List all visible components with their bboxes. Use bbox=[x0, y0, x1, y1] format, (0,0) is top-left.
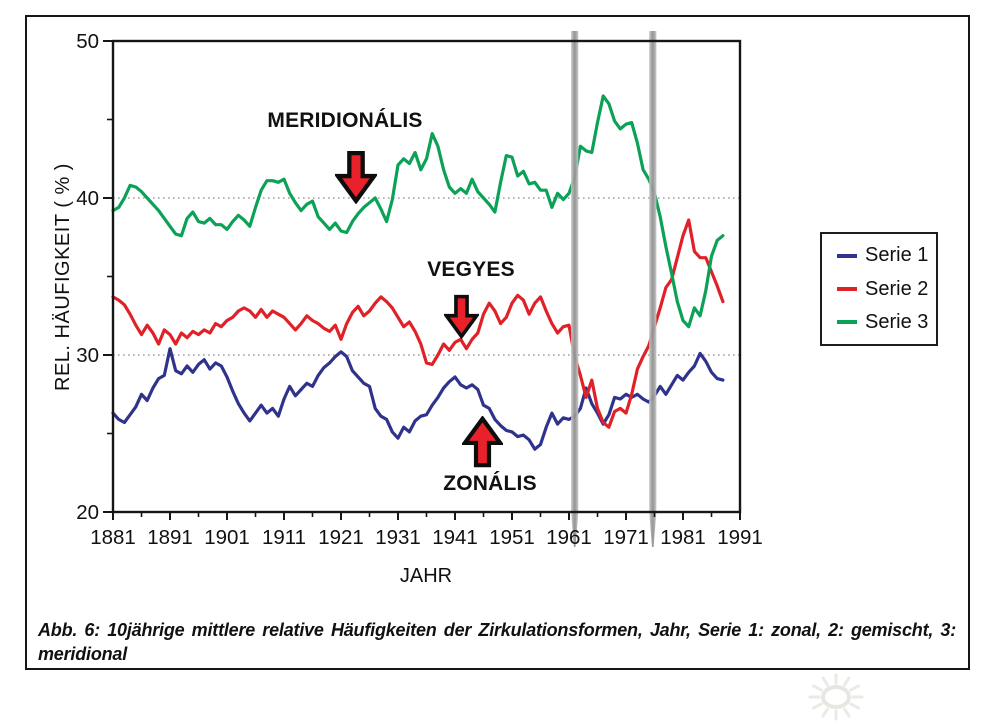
annotation-zonalis-label: ZONÁLIS bbox=[443, 472, 537, 495]
zonalis-up-arrow-icon bbox=[462, 416, 503, 468]
x-axis-title: JAHR bbox=[399, 565, 453, 587]
sun-watermark-icon bbox=[808, 673, 864, 721]
legend-label: Serie 3 bbox=[865, 310, 929, 333]
figure-caption: Abb. 6: 10jährige mittlere relative Häuf… bbox=[38, 620, 956, 664]
y-axis-title: REL. HÄUFIGKEIT ( % ) bbox=[52, 163, 74, 391]
serie-2-color-swatch bbox=[837, 287, 857, 291]
legend-item-serie-3: Serie 3 bbox=[837, 311, 936, 334]
legend-label: Serie 1 bbox=[865, 244, 929, 267]
annotation-vegyes-label: VEGYES bbox=[427, 258, 515, 281]
vegyes-down-arrow-icon bbox=[444, 294, 479, 340]
chart-legend: Serie 1 Serie 2 Serie 3 bbox=[820, 232, 938, 346]
serie-3-color-swatch bbox=[837, 320, 857, 325]
legend-item-serie-1: Serie 1 bbox=[837, 244, 936, 267]
serie-1-color-swatch bbox=[837, 253, 857, 258]
legend-item-serie-2: Serie 2 bbox=[837, 278, 936, 301]
legend-label: Serie 2 bbox=[865, 277, 929, 300]
annotation-meridional-label: MERIDIONÁLIS bbox=[267, 109, 423, 132]
meridional-down-arrow-icon bbox=[335, 150, 377, 204]
